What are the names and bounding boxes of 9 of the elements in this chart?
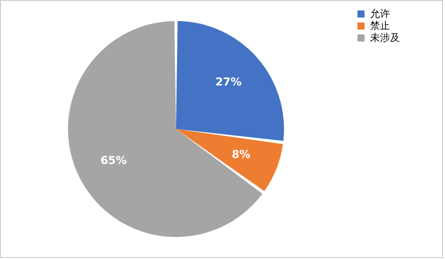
- legend-label: 禁止: [370, 20, 390, 32]
- legend-label: 未涉及: [370, 32, 400, 44]
- pie-slice: [176, 129, 283, 192]
- pie-slice: [176, 21, 284, 141]
- legend-label: 允许: [370, 8, 390, 20]
- pie-slice: [68, 21, 262, 237]
- data-label: 27%: [215, 76, 242, 89]
- data-label: 8%: [232, 148, 250, 161]
- data-label: 65%: [100, 154, 127, 167]
